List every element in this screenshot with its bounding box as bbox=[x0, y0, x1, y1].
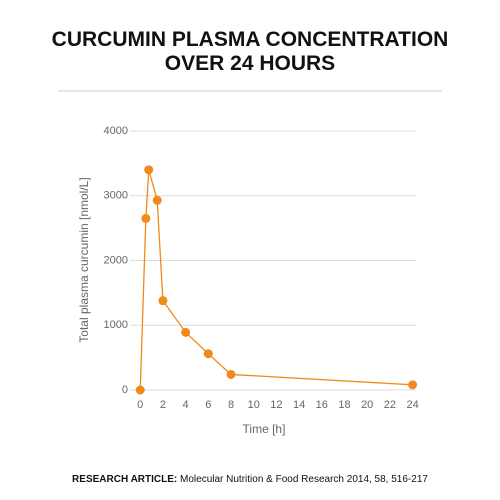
chart: Time [h] Total plasma curcumin [nmol/L] … bbox=[58, 90, 442, 436]
footer: RESEARCH ARTICLE: Molecular Nutrition & … bbox=[0, 474, 500, 485]
x-tick-label: 16 bbox=[316, 399, 328, 411]
point bbox=[158, 296, 168, 306]
x-tick-label: 20 bbox=[361, 399, 373, 411]
point bbox=[152, 195, 162, 205]
x-tick-label: 10 bbox=[248, 399, 260, 411]
point bbox=[144, 165, 154, 175]
y-tick-label: 1000 bbox=[104, 319, 128, 331]
x-tick-label: 2 bbox=[160, 399, 166, 411]
y-tick-label: 2000 bbox=[104, 254, 128, 266]
y-tick-label: 3000 bbox=[104, 190, 128, 202]
y-tick-label: 0 bbox=[122, 384, 128, 396]
point bbox=[181, 327, 191, 337]
point bbox=[141, 213, 151, 223]
source-label: RESEARCH ARTICLE: bbox=[72, 474, 178, 485]
line bbox=[139, 169, 413, 391]
point bbox=[226, 369, 236, 379]
y-tick-label: 4000 bbox=[104, 125, 128, 137]
source: Molecular Nutrition & Food Research 2014… bbox=[180, 474, 428, 485]
x-tick-label: 6 bbox=[205, 399, 211, 411]
point bbox=[408, 380, 418, 390]
x-tick-label: 8 bbox=[228, 399, 234, 411]
x-tick-label: 24 bbox=[406, 399, 418, 411]
point bbox=[203, 349, 213, 359]
y-axis-label: Total plasma curcumin [nmol/L] bbox=[77, 177, 91, 342]
x-axis-label: Time [h] bbox=[243, 422, 286, 436]
point bbox=[135, 385, 145, 395]
chart-title: CURCUMIN PLASMA CONCENTRATION OVER 24 HO… bbox=[51, 28, 449, 75]
x-tick-label: 0 bbox=[137, 399, 143, 411]
x-tick-label: 12 bbox=[270, 399, 282, 411]
x-tick-label: 14 bbox=[293, 399, 305, 411]
x-tick-label: 4 bbox=[183, 399, 189, 411]
x-tick-label: 18 bbox=[338, 399, 350, 411]
x-tick-label: 22 bbox=[384, 399, 396, 411]
